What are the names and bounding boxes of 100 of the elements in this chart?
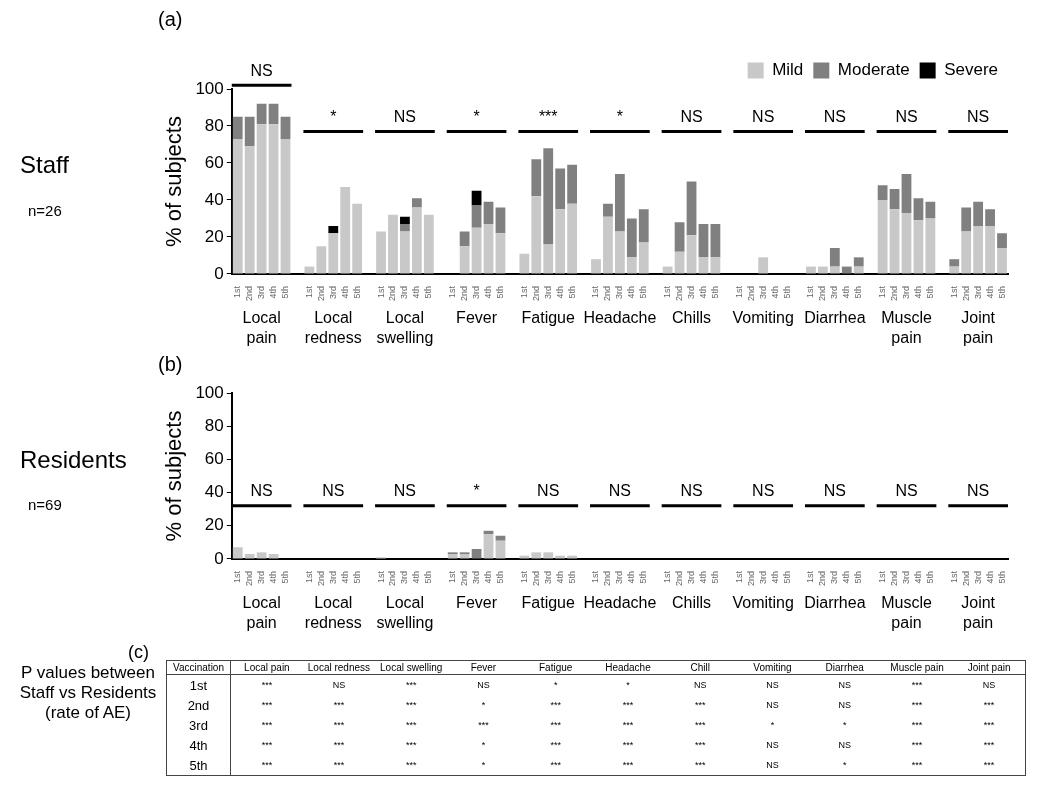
annotation: * [616, 107, 623, 125]
text: NS [838, 680, 852, 690]
text: *** [405, 760, 417, 770]
bar [626, 257, 637, 274]
x-tick-label: 1st [375, 285, 386, 298]
bar [698, 257, 709, 274]
y-axis-title: % of subjects [161, 116, 187, 247]
text: Local swelling [376, 309, 434, 347]
annotation: NS [393, 107, 417, 125]
x-tick-label: 2nd [459, 285, 470, 302]
x-tick-label: 2nd [602, 570, 613, 587]
bar [603, 203, 613, 217]
y-tick-label: 0 [214, 263, 224, 283]
bar [459, 246, 470, 274]
bar [925, 218, 936, 274]
text: NS [766, 760, 779, 770]
x-tick-label: 3rd [542, 285, 553, 299]
bar [591, 259, 601, 274]
x-tick-label: 2nd [889, 570, 900, 587]
bar [853, 257, 864, 267]
text: *** [694, 720, 706, 730]
x-tick-label: 4th [411, 285, 422, 299]
x-tick-label: 5th [781, 570, 792, 584]
text: * [843, 720, 847, 730]
text: *** [911, 740, 923, 750]
text: * [770, 720, 775, 730]
text: Residents [20, 445, 127, 473]
annotation: NS [895, 482, 918, 500]
x-tick-label: 2nd [674, 570, 685, 587]
x-tick-label: 3rd [686, 285, 697, 299]
bar [256, 124, 267, 274]
y-tick-label: 100 [195, 78, 224, 98]
x-tick-label: 4th [268, 570, 279, 584]
text: Vomiting [732, 309, 794, 327]
text: Joint pain [961, 309, 996, 347]
annotation: * [473, 482, 480, 500]
x-tick-label: Muscle pain [889, 661, 945, 675]
x-tick-label: 4th [841, 285, 852, 299]
bar [483, 201, 494, 225]
x-tick-label: 2nd [960, 570, 971, 587]
text: NS [982, 680, 996, 690]
x-tick-label: 3rd [829, 570, 840, 584]
annotation: NS [895, 107, 918, 125]
text: *** [261, 720, 273, 730]
x-tick-label: 2nd [530, 285, 541, 302]
text: *** [983, 720, 995, 730]
y-tick-label: 40 [204, 189, 224, 209]
x-tick-label: 4th [339, 285, 350, 299]
y-tick-label: 2nd [166, 695, 231, 715]
x-tick-label: Vomiting [752, 661, 793, 675]
annotation: * [473, 107, 480, 125]
bar [244, 554, 255, 559]
chart-title: (a) [158, 7, 183, 30]
x-tick-label: 2nd [817, 570, 828, 587]
text: Fatigue [521, 309, 576, 327]
x-tick-label: Chill [689, 661, 711, 675]
bar [901, 212, 912, 274]
text: *** [694, 700, 706, 710]
bar [280, 138, 291, 274]
bar [567, 203, 578, 274]
text: Local pain [242, 309, 281, 347]
x-tick-label: 3rd [900, 285, 911, 299]
text: Muscle pain [881, 594, 932, 632]
y-tick-label: 20 [204, 515, 224, 535]
x-tick-label: 1st [733, 285, 744, 298]
text: *** [261, 760, 273, 770]
y-axis-title: % of subjects [161, 410, 187, 542]
bar [543, 244, 554, 274]
bar [459, 231, 470, 247]
x-tick-label: 5th [853, 570, 864, 584]
x-tick-label: 3rd [972, 285, 983, 299]
text: *** [694, 760, 706, 770]
x-tick-label: 1st [303, 570, 314, 583]
x-tick-label: 1st [518, 570, 529, 583]
x-tick-label: 2nd [602, 285, 613, 302]
bar [483, 224, 494, 274]
bar [973, 225, 984, 274]
text: * [553, 680, 558, 690]
bar [328, 233, 339, 274]
bar [232, 138, 243, 274]
text: n=26 [28, 201, 62, 219]
x-tick-label: Local redness [306, 661, 372, 675]
y-tick-label: 100 [195, 382, 224, 402]
x-tick-label: 3rd [327, 285, 338, 299]
bar [495, 207, 506, 234]
text: *** [983, 700, 995, 710]
bar [471, 227, 482, 274]
text: *** [405, 720, 417, 730]
text: *** [550, 720, 561, 730]
y-tick-label: 20 [204, 226, 224, 246]
x-tick-label: 4th [626, 285, 637, 299]
bar [495, 233, 506, 274]
x-tick-label: 1st [948, 570, 959, 583]
y-tick-label: 3rd [166, 715, 231, 735]
text: Local pain [242, 594, 281, 632]
x-tick-label: 3rd [256, 285, 267, 299]
text: *** [911, 720, 923, 730]
text: *** [550, 760, 561, 770]
annotation: NS [967, 482, 990, 500]
text: *** [983, 760, 995, 770]
